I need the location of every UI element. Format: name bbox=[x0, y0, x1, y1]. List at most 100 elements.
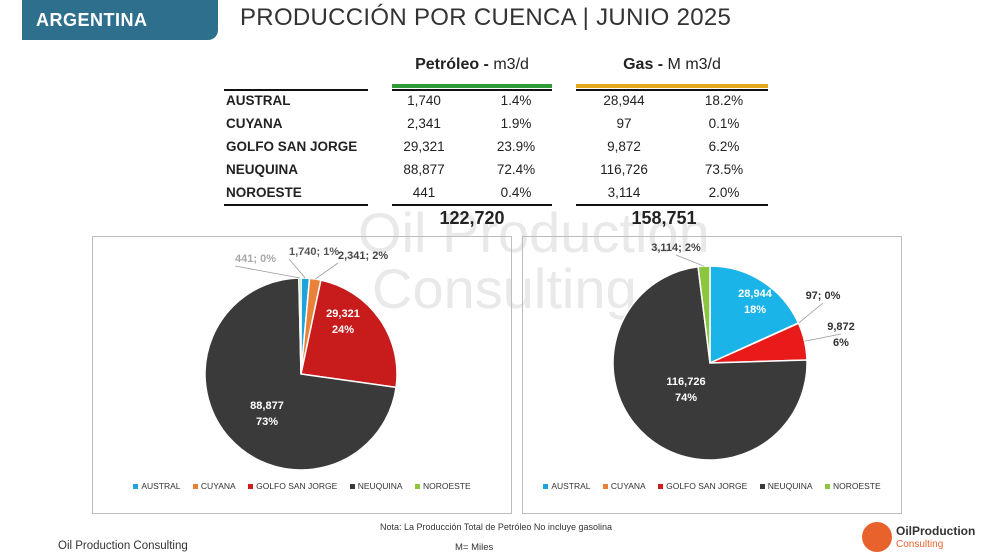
basin-name: NOROESTE bbox=[226, 185, 302, 200]
legend-label: AUSTRAL bbox=[141, 481, 181, 491]
oil-pie-chart: 1,740; 1%2,341; 2% 29,321 24% 88,877 73% 441;… bbox=[204, 246, 398, 471]
pie-data-label: 88,877 73% bbox=[250, 400, 284, 428]
label-leader-line bbox=[675, 254, 705, 267]
gas-percent: 73.5% bbox=[704, 162, 744, 177]
legend-swatch bbox=[248, 484, 254, 490]
legend-item: NOROESTE bbox=[414, 481, 471, 491]
legend-label: AUSTRAL bbox=[551, 481, 591, 491]
label-leader-line bbox=[315, 262, 339, 280]
table-top-rule bbox=[576, 89, 768, 91]
pie-slice-neuquina bbox=[612, 265, 808, 461]
legend-swatch bbox=[824, 484, 830, 490]
oil-column-header: Petróleo - m3/d bbox=[392, 56, 552, 88]
oil-percent: 1.9% bbox=[500, 116, 532, 131]
units-note: M= Miles bbox=[455, 542, 494, 553]
company-name: Oil Production Consulting bbox=[58, 540, 188, 552]
gas-column-header: Gas - M m3/d bbox=[576, 56, 768, 88]
logo-subtext: Consulting bbox=[896, 539, 944, 550]
legend-swatch bbox=[192, 484, 198, 490]
label-leader-line bbox=[798, 302, 824, 324]
gas-header-bar bbox=[576, 84, 768, 88]
legend-swatch bbox=[414, 484, 420, 490]
gas-total: 158,751 bbox=[631, 208, 697, 228]
table-row: GOLFO SAN JORGE 29,321 23.9% 9,872 6.2% bbox=[224, 136, 768, 158]
legend-swatch bbox=[759, 484, 765, 490]
table-bottom-rule bbox=[392, 204, 552, 206]
legend-item: AUSTRAL bbox=[543, 481, 591, 491]
gas-percent: 18.2% bbox=[704, 93, 744, 108]
gas-header-unit: M m3/d bbox=[663, 56, 721, 73]
legend-item: GOLFO SAN JORGE bbox=[658, 481, 747, 491]
table-bottom-rule bbox=[224, 204, 368, 206]
oil-value: 29,321 bbox=[403, 139, 445, 154]
table-row: CUYANA 2,341 1.9% 97 0.1% bbox=[224, 113, 768, 135]
oil-value: 88,877 bbox=[403, 162, 445, 177]
gas-pie-chart: 28,944 18% 97; 0% 9,872 6% 116,726 74% 3,114; 2… bbox=[612, 242, 855, 461]
oil-value: 1,740 bbox=[407, 93, 441, 108]
legend-label: NEUQUINA bbox=[357, 481, 403, 491]
legend-label: NEUQUINA bbox=[767, 481, 813, 491]
table-top-rule bbox=[392, 89, 552, 91]
legend-item: CUYANA bbox=[602, 481, 646, 491]
oil-legend: AUSTRAL CUYANA GOLFO SAN JORGE NEUQUINA … bbox=[93, 481, 511, 491]
gas-legend: AUSTRAL CUYANA GOLFO SAN JORGE NEUQUINA … bbox=[523, 481, 901, 491]
table-row: NOROESTE 441 0.4% 3,114 2.0% bbox=[224, 182, 768, 204]
table-bottom-rule bbox=[576, 204, 768, 206]
oil-header-unit: m3/d bbox=[488, 56, 529, 73]
oil-pie-panel: 1,740; 1% 2,341; 2% 29,321 24% 88,877 73% 441;… bbox=[92, 236, 512, 514]
legend-item: NEUQUINA bbox=[759, 481, 813, 491]
watermark-line1: Oil Production bbox=[358, 201, 710, 264]
legend-swatch bbox=[543, 484, 549, 490]
pie-data-label: 3,114; 2% bbox=[651, 242, 701, 254]
page-title: PRODUCCIÓN POR CUENCA | JUNIO 2025 bbox=[240, 4, 732, 31]
legend-item: GOLFO SAN JORGE bbox=[248, 481, 337, 491]
gas-pie-panel: 28,944 18% 97; 0% 9,872 6% 116,726 74% 3,114; 2… bbox=[522, 236, 902, 514]
pie-data-label: 9,872 6% bbox=[827, 321, 855, 349]
oil-percent: 23.9% bbox=[496, 139, 536, 154]
pie-data-label: 2,341; 2% bbox=[338, 250, 388, 262]
legend-item: NEUQUINA bbox=[349, 481, 403, 491]
legend-swatch bbox=[658, 484, 664, 490]
legend-swatch bbox=[602, 484, 608, 490]
logo-mark-icon bbox=[862, 522, 892, 552]
legend-label: CUYANA bbox=[200, 481, 236, 491]
legend-label: CUYANA bbox=[610, 481, 646, 491]
legend-swatch bbox=[133, 484, 139, 490]
basin-name: CUYANA bbox=[226, 116, 283, 131]
oil-percent: 1.4% bbox=[500, 93, 532, 108]
gas-percent: 2.0% bbox=[708, 185, 740, 200]
pie-data-label: 441; 0% bbox=[235, 253, 276, 265]
pie-slice-austral bbox=[709, 265, 800, 365]
oil-value: 2,341 bbox=[407, 116, 441, 131]
label-leader-line bbox=[804, 333, 842, 342]
logo-text: OilProduction bbox=[896, 524, 976, 538]
legend-item: NOROESTE bbox=[824, 481, 881, 491]
label-leader-line bbox=[288, 258, 306, 279]
basin-name: GOLFO SAN JORGE bbox=[226, 139, 358, 154]
oil-total: 122,720 bbox=[439, 208, 505, 228]
pie-data-label: 1,740; 1% bbox=[289, 246, 339, 258]
gas-value: 116,726 bbox=[600, 162, 648, 177]
pie-slice-golfo-san-jorge bbox=[300, 279, 398, 389]
legend-label: GOLFO SAN JORGE bbox=[256, 481, 338, 491]
gas-percent: 6.2% bbox=[708, 139, 740, 154]
company-logo: OilProduction Consulting bbox=[862, 520, 982, 554]
gas-header-name: Gas - bbox=[623, 56, 664, 73]
table-row: AUSTRAL 1,740 1.4% 28,944 18.2% bbox=[224, 90, 768, 112]
table-row: NEUQUINA 88,877 72.4% 116,726 73.5% bbox=[224, 159, 768, 181]
pie-data-label: 28,944 18% bbox=[738, 288, 773, 316]
legend-label: NOROESTE bbox=[832, 481, 881, 491]
pie-data-label: 29,321 24% bbox=[326, 308, 360, 336]
basin-name: AUSTRAL bbox=[226, 93, 291, 108]
legend-item: AUSTRAL bbox=[133, 481, 181, 491]
oil-header-name: Petróleo - bbox=[415, 56, 489, 73]
gas-value: 9,872 bbox=[607, 139, 641, 154]
footnote: Nota: La Producción Total de Petróleo No… bbox=[380, 522, 612, 532]
pie-data-label: 97; 0% bbox=[806, 290, 841, 302]
oil-value: 441 bbox=[412, 185, 436, 200]
gas-percent: 0.1% bbox=[708, 116, 740, 131]
legend-label: GOLFO SAN JORGE bbox=[666, 481, 748, 491]
watermark-line2: Consulting bbox=[372, 257, 637, 320]
legend-swatch bbox=[349, 484, 355, 490]
country-badge: ARGENTINA bbox=[22, 0, 218, 40]
